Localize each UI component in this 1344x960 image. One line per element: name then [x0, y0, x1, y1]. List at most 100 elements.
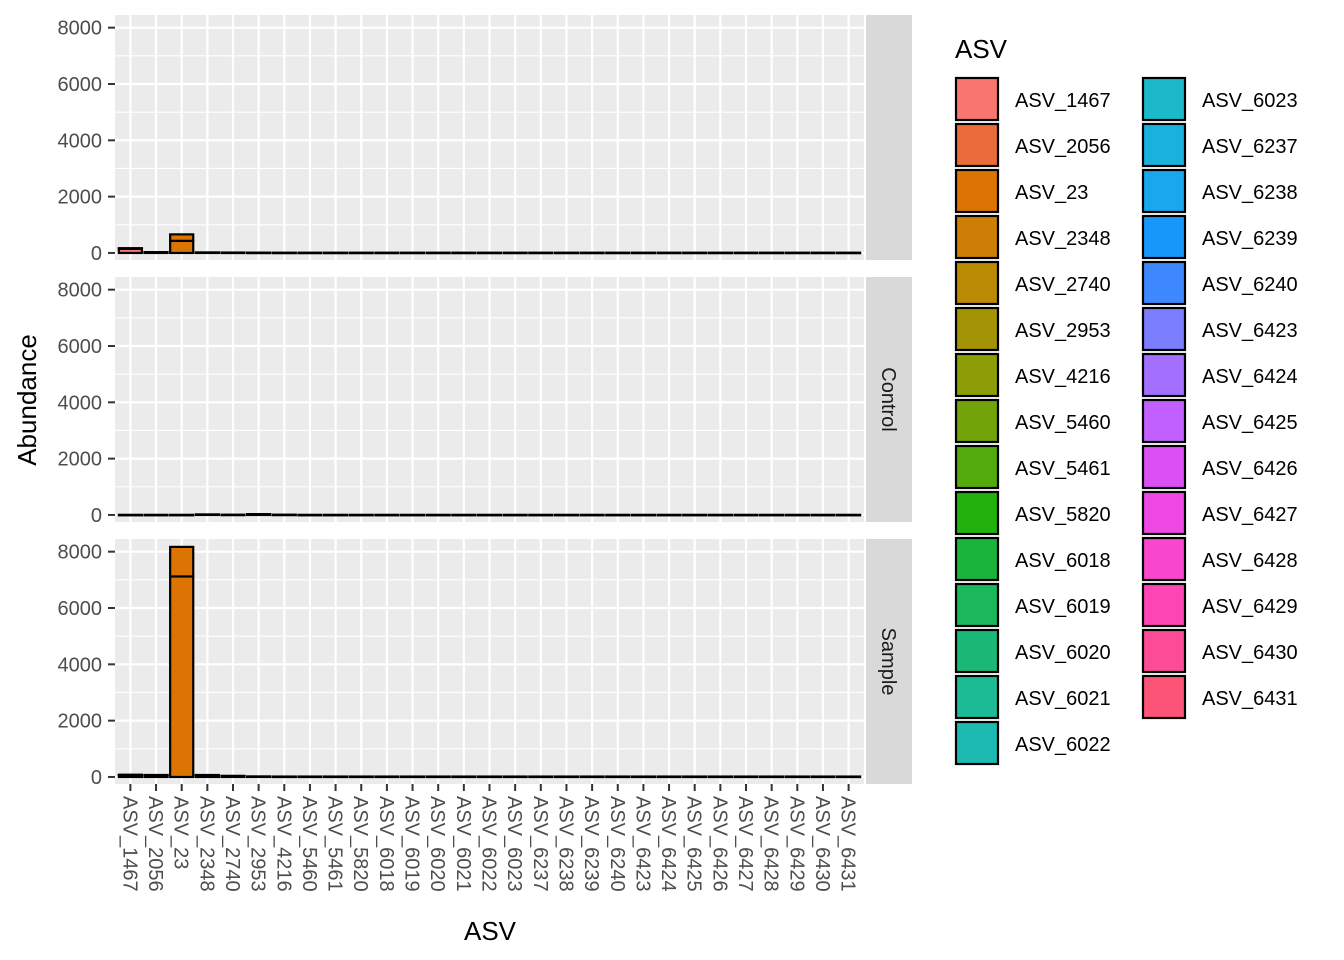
x-tick-label: ASV_6431 — [837, 796, 859, 892]
bar-ASV_5461-segment — [322, 513, 349, 517]
x-tick-label: ASV_6237 — [529, 796, 551, 892]
facet-strip — [866, 277, 912, 522]
y-axis-title: Abundance — [12, 334, 42, 466]
panel-control: 0 2000 4000 6000 8000 Control — [58, 277, 912, 527]
x-tick-label: ASV_6023 — [503, 796, 525, 892]
bar-ASV_6430-segment — [810, 251, 836, 255]
bar-ASV_6429-segment — [784, 513, 810, 517]
x-tick-label: ASV_2348 — [195, 796, 217, 892]
bar-ASV_2056-segment — [143, 773, 169, 777]
bar-ASV_2348-segment — [194, 773, 220, 777]
bar-ASV_6423-segment — [630, 251, 657, 255]
legend-swatch — [954, 398, 1000, 444]
bar-ASV_6022-segment — [476, 775, 503, 779]
x-tick-label: ASV_6020 — [426, 796, 448, 892]
bar-ASV_6240-segment — [605, 251, 631, 255]
bar-ASV_5820-segment — [348, 775, 374, 779]
bar-ASV_5820-segment — [348, 251, 374, 255]
legend-swatch — [1141, 168, 1187, 214]
y-tick-label: 8000 — [58, 280, 103, 302]
bar-ASV_23-segment — [169, 233, 195, 242]
bar-ASV_6431-segment — [835, 513, 862, 517]
legend-swatch — [1141, 674, 1187, 720]
bar-ASV_2740-segment — [220, 513, 246, 517]
legend-swatch — [1141, 352, 1187, 398]
bar-ASV_5820-segment — [348, 513, 374, 517]
bar-ASV_6431-segment — [835, 775, 862, 779]
x-tick-label: ASV_6018 — [375, 796, 397, 892]
y-tick-label: 6000 — [58, 336, 103, 358]
bar-ASV_6019-segment — [399, 513, 426, 517]
bar-ASV_5460-segment — [297, 775, 323, 779]
bar-ASV_4216-segment — [271, 775, 297, 779]
legend-label: ASV_4216 — [1015, 366, 1111, 388]
x-tick-label: ASV_6021 — [452, 796, 474, 892]
legend-label: ASV_6020 — [1015, 642, 1111, 664]
legend-label: ASV_2740 — [1015, 274, 1111, 296]
facet-strip-label: Control — [877, 367, 899, 431]
y-tick-label: 0 — [91, 505, 102, 527]
bar-ASV_5461-segment — [322, 775, 349, 779]
legend-swatch — [954, 582, 1000, 628]
legend-label: ASV_6237 — [1202, 136, 1298, 158]
bar-ASV_6238-segment — [553, 513, 580, 517]
bar-ASV_6429-segment — [784, 775, 810, 779]
legend-label: ASV_6423 — [1202, 320, 1298, 342]
bar-ASV_6021-segment — [451, 775, 477, 779]
y-tick-label: 4000 — [58, 392, 103, 414]
legend-label: ASV_2056 — [1015, 136, 1111, 158]
x-axis-title: ASV — [464, 916, 517, 946]
bar-ASV_6428-segment — [759, 775, 785, 779]
bar-ASV_2740-segment — [220, 774, 246, 779]
legend-swatch — [1141, 76, 1187, 122]
y-tick-label: 4000 — [58, 654, 103, 676]
x-tick-label: ASV_6019 — [401, 796, 423, 892]
bar-ASV_6023-segment — [502, 775, 528, 779]
legend-swatch — [1141, 398, 1187, 444]
x-tick-label: ASV_2953 — [247, 796, 269, 892]
facet-strip — [866, 539, 912, 784]
y-tick-label: 0 — [91, 767, 102, 789]
bar-ASV_6020-segment — [425, 251, 451, 255]
legend-label: ASV_6425 — [1202, 412, 1298, 434]
bar-ASV_1467-segment — [117, 513, 144, 517]
bar-ASV_1467-segment — [117, 247, 144, 250]
y-tick-label: 2000 — [58, 449, 103, 471]
bar-ASV_4216-segment — [271, 513, 297, 517]
bar-ASV_6020-segment — [425, 513, 451, 517]
y-tick-label: 2000 — [58, 187, 103, 209]
facet-strip-label: Sample — [877, 628, 899, 696]
legend-label: ASV_5461 — [1015, 458, 1111, 480]
y-tick-label: 4000 — [58, 130, 103, 152]
bar-ASV_5460-segment — [297, 251, 323, 255]
bar-ASV_6426-segment — [707, 513, 733, 517]
legend-swatch — [954, 444, 1000, 490]
legend-swatch — [954, 306, 1000, 352]
panels: 0 2000 4000 6000 8000 0 2000 4000 6000 8000 Contro… — [58, 15, 912, 789]
bar-ASV_6426-segment — [707, 775, 733, 779]
bar-ASV_2056-segment — [143, 513, 169, 517]
legend-swatch — [954, 720, 1000, 766]
legend-swatch — [954, 260, 1000, 306]
legend-label: ASV_6018 — [1015, 550, 1111, 572]
bar-ASV_23-segment — [169, 239, 195, 255]
legend-label: ASV_5460 — [1015, 412, 1111, 434]
bar-ASV_5460-segment — [297, 513, 323, 517]
x-tick-label: ASV_23 — [170, 796, 192, 869]
legend-swatch — [1141, 582, 1187, 628]
legend-swatch — [1141, 444, 1187, 490]
y-tick-label: 2000 — [58, 711, 103, 733]
bar-ASV_6239-segment — [579, 251, 605, 255]
bar-ASV_2056-segment — [143, 251, 169, 255]
bar-ASV_6426-segment — [707, 251, 733, 255]
bar-ASV_23-segment — [169, 545, 195, 578]
bar-ASV_6237-segment — [528, 251, 554, 255]
bar-ASV_2953-segment — [246, 251, 272, 255]
legend-swatch — [1141, 122, 1187, 168]
bar-ASV_6237-segment — [528, 513, 554, 517]
x-tick-label: ASV_6428 — [760, 796, 782, 892]
bar-ASV_6424-segment — [656, 775, 682, 779]
x-tick-label: ASV_6425 — [683, 796, 705, 892]
y-tick-label: 8000 — [58, 18, 103, 40]
